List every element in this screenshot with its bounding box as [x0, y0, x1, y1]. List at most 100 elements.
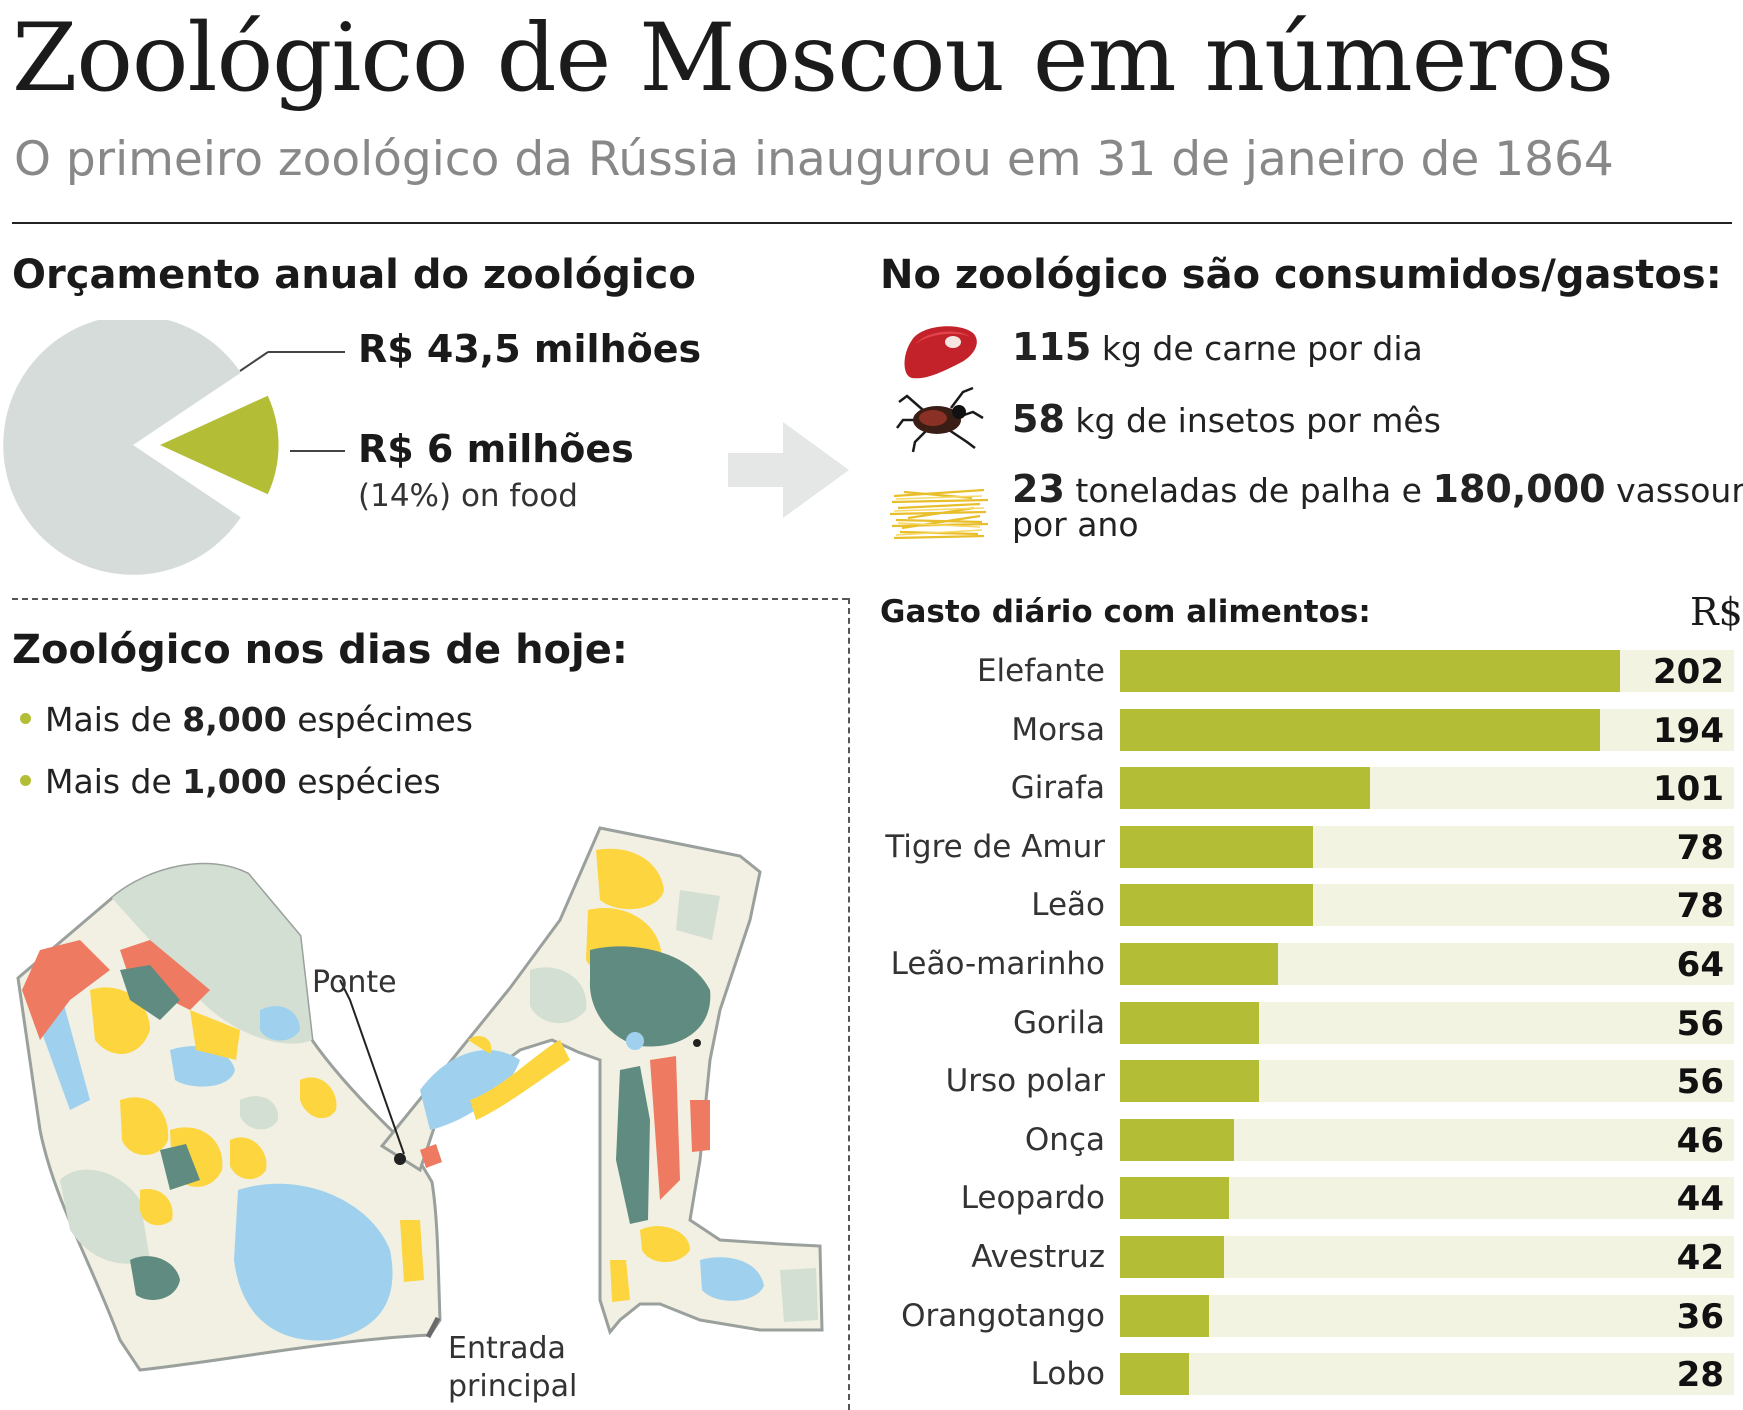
budget-food-slice	[160, 395, 279, 495]
bar-row: Morsa 194	[870, 708, 1740, 751]
consumption-row-insects: 58 kg de insetos por mês	[1012, 400, 1441, 440]
bar-category-label: Morsa	[1011, 711, 1105, 748]
bar	[1120, 1353, 1189, 1396]
page-title: Zoológico de Moscou em números	[12, 4, 1614, 113]
bar-category-label: Urso polar	[945, 1063, 1105, 1100]
bar-row: Urso polar 56	[870, 1060, 1740, 1103]
page-subtitle: O primeiro zoológico da Rússia inaugurou…	[14, 132, 1614, 187]
bar-value-label: 42	[1676, 1238, 1724, 1278]
bullet-suffix: espécies	[297, 762, 441, 801]
meat-icon	[904, 326, 977, 379]
straw-period-text: por ano	[1012, 505, 1139, 544]
bar-category-label: Gorila	[1013, 1004, 1105, 1041]
bar-value-label: 64	[1676, 945, 1724, 985]
bar-track	[1120, 1353, 1734, 1396]
bar-category-label: Lobo	[1030, 1356, 1105, 1393]
bullet-prefix: Mais de	[45, 700, 183, 739]
bar	[1120, 767, 1370, 810]
bar-value-label: 101	[1653, 769, 1724, 810]
zoo-map	[16, 826, 824, 1372]
straw-text: toneladas de palha e	[1075, 471, 1422, 510]
straw-value: 23	[1012, 467, 1065, 511]
consumption-heading: No zoológico são consumidos/gastos:	[880, 252, 1722, 298]
bar-category-label: Tigre de Amur	[885, 828, 1105, 865]
insects-value: 58	[1012, 397, 1065, 441]
map-bridge-label: Ponte	[312, 965, 397, 1000]
budget-food-label: R$ 6 milhões	[358, 427, 634, 471]
bar-row: Lobo 28	[870, 1353, 1740, 1396]
bullet-suffix: espécimes	[297, 700, 473, 739]
bridge-leader-line	[339, 979, 405, 1155]
bar-value-label: 194	[1653, 710, 1724, 751]
bar-category-label: Elefante	[976, 653, 1105, 689]
species-value: 1,000	[182, 762, 287, 801]
arrow-right-icon	[728, 422, 849, 518]
today-bullet-specimens: Mais de 8,000 espécimes	[20, 700, 473, 740]
insect-icon	[896, 386, 984, 453]
bar-value-label: 56	[1676, 1062, 1724, 1103]
bar-row: Gorila 56	[870, 1001, 1740, 1044]
bar-value-label: 44	[1676, 1179, 1724, 1220]
chart-unit: R$	[1690, 590, 1743, 634]
meat-value: 115	[1012, 325, 1092, 369]
straw-icon	[889, 488, 989, 540]
bar	[1120, 1177, 1229, 1220]
bar-category-label: Girafa	[1010, 770, 1105, 807]
bar-value-label: 46	[1676, 1120, 1724, 1161]
today-heading: Zoológico nos dias de hoje:	[12, 627, 628, 673]
bar-row: Avestruz 42	[870, 1236, 1740, 1278]
bar-category-label: Leão-marinho	[890, 946, 1105, 982]
section-divider-vertical	[848, 598, 850, 1410]
budget-pie-chart	[3, 320, 345, 575]
bar-row: Leão-marinho 64	[870, 943, 1740, 985]
bullet-prefix: Mais de	[45, 762, 183, 801]
map-entrance-label: Entrada	[448, 1331, 566, 1366]
bar-row: Onça 46	[870, 1118, 1740, 1161]
bar	[1120, 943, 1278, 985]
chart-title: Gasto diário com alimentos:	[880, 594, 1371, 630]
bar	[1120, 1294, 1209, 1337]
bar	[1120, 1118, 1234, 1161]
bar-category-label: Onça	[1024, 1121, 1105, 1158]
bar-value-label: 28	[1676, 1355, 1724, 1396]
brooms-value: 180,000	[1432, 467, 1606, 511]
brooms-text: vassouras	[1616, 471, 1743, 510]
bar-row: Tigre de Amur 78	[870, 825, 1740, 868]
bar	[1120, 1060, 1259, 1103]
bar-value-label: 56	[1676, 1003, 1724, 1044]
today-bullet-species: Mais de 1,000 espécies	[20, 762, 441, 802]
bar-category-label: Leão	[1031, 887, 1105, 924]
budget-total-slice	[3, 320, 241, 575]
specimens-value: 8,000	[182, 700, 287, 739]
meat-text: kg de carne por dia	[1101, 329, 1423, 368]
total-leader-line	[239, 351, 269, 372]
bullet-dot-icon	[20, 713, 31, 724]
budget-total-label: R$ 43,5 milhões	[358, 327, 702, 371]
bar-row: Leopardo 44	[870, 1177, 1740, 1220]
bar	[1120, 650, 1620, 692]
bar-track	[1120, 1294, 1734, 1337]
food-cost-bar-chart: Elefante 202 Morsa 194 Girafa 101 Tigre de Amu…	[870, 650, 1740, 1410]
bar-row: Leão 78	[870, 884, 1740, 927]
bar-value-label: 36	[1676, 1296, 1724, 1337]
section-divider-horizontal	[12, 598, 848, 600]
bar-value-label: 78	[1676, 886, 1724, 927]
bar-value-label: 202	[1653, 652, 1724, 692]
map-new-territory	[379, 826, 824, 1336]
consumption-row-meat: 115 kg de carne por dia	[1012, 328, 1423, 368]
bar	[1120, 884, 1313, 927]
title-divider	[12, 222, 1732, 224]
bar-row: Girafa 101	[870, 767, 1740, 810]
bar-row: Elefante 202	[870, 650, 1740, 692]
bar-row: Orangotango 36	[870, 1294, 1740, 1337]
bar-category-label: Avestruz	[971, 1239, 1105, 1275]
map-entrance-label-line2: principal	[448, 1369, 578, 1404]
bar	[1120, 1236, 1224, 1278]
bullet-dot-icon	[20, 775, 31, 786]
bar-category-label: Orangotango	[901, 1297, 1105, 1334]
bar	[1120, 1001, 1259, 1044]
bar	[1120, 825, 1313, 868]
budget-heading: Orçamento anual do zoológico	[12, 252, 696, 298]
bar-value-label: 78	[1676, 827, 1724, 868]
budget-food-note: (14%) on food	[358, 478, 578, 514]
